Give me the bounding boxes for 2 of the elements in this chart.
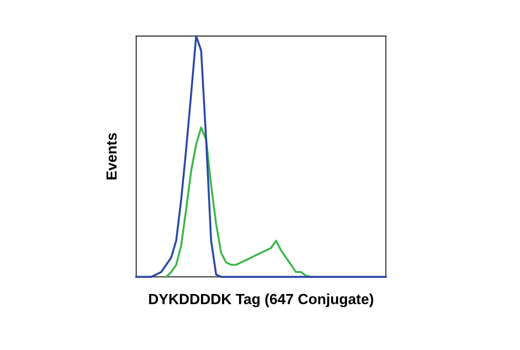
y-axis-title: Events xyxy=(106,133,117,180)
x-axis-title: DYKDDDDK Tag (647 Conjugate) xyxy=(149,294,374,308)
